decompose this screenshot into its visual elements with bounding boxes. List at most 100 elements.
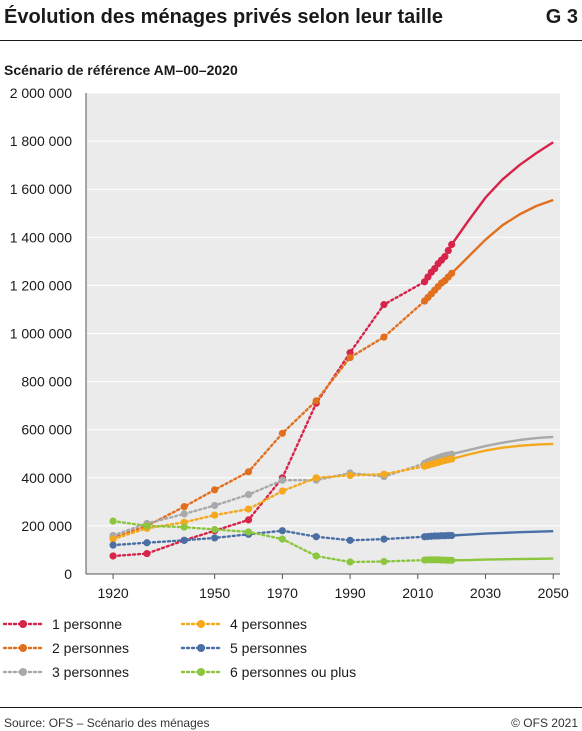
series-5-point bbox=[380, 535, 388, 543]
legend-label: 2 personnes bbox=[52, 640, 130, 656]
series-5-point bbox=[180, 536, 188, 544]
legend-item: 3 personnes bbox=[2, 664, 129, 680]
series-6-point bbox=[346, 558, 354, 566]
x-tick-label: 1970 bbox=[267, 585, 298, 601]
chart-header: Évolution des ménages privés selon leur … bbox=[0, 0, 582, 44]
footer-rule bbox=[0, 707, 582, 708]
series-1-point bbox=[380, 301, 388, 309]
figure-number: G 3 bbox=[545, 6, 578, 28]
series-4-point bbox=[312, 474, 320, 482]
line-chart: 0 200 000 400 000 600 000 800 000 1 000 000 1 … bbox=[10, 85, 569, 601]
legend-label: 3 personnes bbox=[52, 664, 130, 680]
series-2-point bbox=[278, 429, 286, 437]
series-4-point bbox=[109, 535, 117, 543]
copyright-note: © OFS 2021 bbox=[511, 716, 578, 730]
legend-label: 6 personnes ou plus bbox=[230, 664, 357, 680]
chart-subtitle: Scénario de référence AM–00–2020 bbox=[4, 62, 238, 78]
y-tick-label: 200 000 bbox=[21, 518, 72, 534]
y-tick-label: 1 600 000 bbox=[10, 181, 72, 197]
series-3-point bbox=[211, 501, 219, 510]
x-tick-label: 1920 bbox=[98, 585, 129, 601]
series-6-point bbox=[143, 522, 151, 530]
legend-swatch bbox=[180, 620, 222, 628]
legend-swatch bbox=[2, 620, 44, 628]
legend-item: 2 personnes bbox=[2, 640, 129, 656]
series-6-point bbox=[180, 523, 188, 531]
y-tick-label: 1 400 000 bbox=[10, 229, 72, 245]
y-tick-label: 800 000 bbox=[21, 374, 72, 390]
x-tick-label: 2010 bbox=[402, 585, 433, 601]
chart-title: Évolution des ménages privés selon leur … bbox=[4, 6, 444, 28]
series-3-point bbox=[244, 491, 253, 499]
legend-item: 4 personnes bbox=[180, 616, 307, 632]
y-tick-label: 0 bbox=[64, 566, 72, 582]
header-rule bbox=[0, 40, 582, 41]
series-4-projection-line bbox=[451, 442, 554, 461]
series-2-observed-line bbox=[111, 272, 453, 540]
series-5-point bbox=[278, 527, 286, 535]
series-1-point bbox=[441, 252, 449, 261]
series-4-point bbox=[278, 487, 286, 495]
series-4-point bbox=[346, 471, 354, 479]
x-tick-label: 1990 bbox=[335, 585, 366, 601]
series-6-point bbox=[380, 557, 388, 566]
series-2-point bbox=[448, 269, 456, 277]
series-2-point bbox=[180, 503, 188, 511]
series-2-point bbox=[211, 486, 219, 494]
legend-label: 4 personnes bbox=[230, 616, 308, 632]
x-tick-label: 2050 bbox=[538, 585, 569, 601]
series-1-point bbox=[444, 246, 452, 255]
y-tick-label: 600 000 bbox=[21, 422, 72, 438]
series-5-point bbox=[448, 531, 456, 540]
series-5-point bbox=[109, 541, 117, 549]
series-3-point bbox=[278, 476, 286, 484]
series-5-projection-line bbox=[451, 530, 554, 537]
y-tick-label: 1 200 000 bbox=[10, 277, 72, 293]
y-tick-label: 400 000 bbox=[21, 470, 72, 486]
y-tick-label: 1 800 000 bbox=[10, 133, 72, 149]
series-2-point bbox=[244, 468, 253, 476]
series-4-point bbox=[448, 455, 456, 463]
series-6-point bbox=[244, 528, 253, 536]
series-2-point bbox=[312, 397, 320, 405]
series-4-point bbox=[380, 470, 388, 478]
x-tick-label: 2030 bbox=[470, 585, 501, 601]
x-tick-label: 1950 bbox=[199, 585, 230, 601]
series-5-point bbox=[312, 533, 320, 541]
series-5-point bbox=[346, 536, 354, 544]
series-1-point bbox=[143, 549, 151, 558]
series-2-projection-line bbox=[450, 198, 554, 275]
series-5-point bbox=[143, 539, 151, 547]
series-6-point bbox=[448, 556, 456, 564]
series-1-projection-line bbox=[450, 141, 554, 246]
y-tick-label: 1 000 000 bbox=[10, 326, 72, 342]
chart-footer: Source: OFS – Scénario des ménages © OFS… bbox=[0, 707, 582, 731]
series-1-point bbox=[244, 516, 253, 524]
legend-label: 1 personne bbox=[52, 616, 123, 632]
legend-swatch bbox=[2, 644, 44, 652]
series-4-point bbox=[211, 511, 219, 519]
series-6-point bbox=[278, 535, 286, 543]
legend-item: 6 personnes ou plus bbox=[180, 664, 356, 680]
source-note: Source: OFS – Scénario des ménages bbox=[4, 716, 210, 730]
series-4-point bbox=[244, 505, 253, 513]
series-1-point bbox=[109, 552, 117, 560]
chart-legend: 1 personne 2 personnes 3 personnes 4 person… bbox=[0, 612, 582, 696]
y-tick-label: 2 000 000 bbox=[10, 85, 72, 101]
legend-swatch bbox=[180, 668, 222, 676]
series-5-point bbox=[211, 534, 219, 542]
series-3-point bbox=[180, 510, 188, 518]
series-1-point bbox=[448, 240, 456, 249]
series-6-point bbox=[312, 552, 320, 560]
series-3-projection-line bbox=[451, 435, 554, 456]
series-2-point bbox=[380, 333, 388, 341]
series-6-projection-line bbox=[451, 557, 554, 562]
legend-item: 5 personnes bbox=[180, 640, 307, 656]
series-2-point bbox=[346, 353, 354, 362]
series-6-point bbox=[109, 517, 117, 525]
legend-item: 1 personne bbox=[2, 616, 122, 632]
series-6-point bbox=[211, 525, 219, 534]
legend-label: 5 personnes bbox=[230, 640, 308, 656]
legend-swatch bbox=[180, 644, 222, 652]
legend-swatch bbox=[2, 668, 44, 676]
